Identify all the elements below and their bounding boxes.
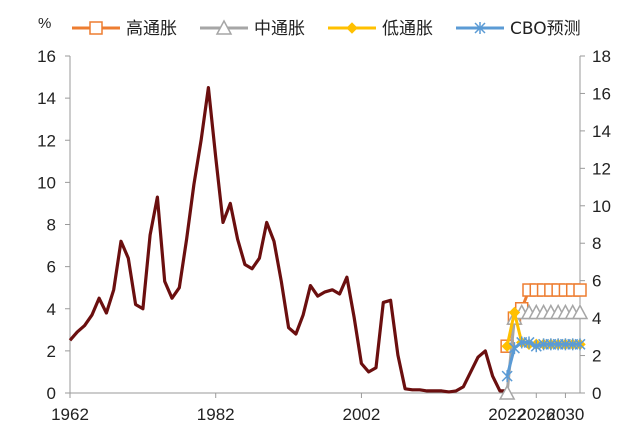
legend-item: CBO预测 bbox=[456, 19, 581, 39]
y-left-tick-label: 4 bbox=[47, 300, 56, 319]
series-point bbox=[498, 384, 516, 400]
series-point bbox=[501, 370, 513, 383]
y-left-tick-label: 10 bbox=[37, 173, 56, 192]
y-left-tick-label: 2 bbox=[47, 342, 56, 361]
axes: 0 2 4 6 8 10 12 14 16 0 2 4 6 8 10 12 14 16 18 1962 1982 2002… bbox=[37, 47, 611, 424]
marker-square bbox=[573, 283, 587, 297]
marker-square bbox=[89, 21, 103, 35]
legend-marker bbox=[89, 21, 103, 35]
legend-item: 低通胀 bbox=[328, 19, 433, 39]
legend-label: 中通胀 bbox=[254, 19, 305, 39]
y-right-tick-label: 2 bbox=[592, 347, 601, 366]
y-left-tick-label: 12 bbox=[37, 131, 56, 150]
y-left-tick-label: 16 bbox=[37, 47, 56, 66]
y-right-tick-label: 6 bbox=[592, 272, 601, 291]
series-point bbox=[508, 306, 521, 319]
x-tick-label: 2022 bbox=[488, 405, 526, 424]
series-point bbox=[574, 338, 586, 351]
y-right-tick-label: 8 bbox=[592, 234, 601, 253]
legend-item: 高通胀 bbox=[72, 19, 177, 39]
y-right-tick-label: 10 bbox=[592, 197, 611, 216]
marker-diamond bbox=[346, 22, 358, 34]
legend-label: CBO预测 bbox=[510, 19, 581, 39]
marker-triangle bbox=[215, 19, 233, 35]
series-point bbox=[508, 342, 520, 355]
series-point bbox=[523, 336, 535, 349]
legend-marker bbox=[346, 22, 358, 34]
legend-item: 中通胀 bbox=[200, 19, 305, 39]
x-tick-label: 2030 bbox=[547, 405, 585, 424]
y-left-tick-label: 8 bbox=[47, 216, 56, 235]
marker-triangle bbox=[498, 384, 516, 400]
y-left-tick-label: 6 bbox=[47, 258, 56, 277]
y-right-tick-label: 14 bbox=[592, 122, 611, 141]
marker-diamond bbox=[508, 306, 521, 319]
legend-marker bbox=[215, 19, 233, 35]
series-layer bbox=[68, 85, 589, 400]
y-right-tick-label: 18 bbox=[592, 47, 611, 66]
y-right-tick-label: 4 bbox=[592, 309, 601, 328]
y-right-tick-label: 16 bbox=[592, 84, 611, 103]
x-tick-label: 1982 bbox=[197, 405, 235, 424]
y-left-tick-label: 0 bbox=[47, 384, 56, 403]
legend-marker bbox=[474, 22, 486, 34]
x-tick-label: 2002 bbox=[343, 405, 381, 424]
x-tick-label: 2026 bbox=[517, 405, 555, 424]
history-line bbox=[68, 85, 508, 394]
series-point bbox=[573, 283, 587, 297]
series-point bbox=[571, 303, 589, 320]
x-tick-label: 1962 bbox=[51, 405, 89, 424]
legend: 高通胀 中通胀 低通胀 CBO预测 bbox=[72, 19, 581, 39]
marker-triangle bbox=[571, 303, 589, 320]
series-point bbox=[530, 340, 542, 353]
y-left-tick-label: 14 bbox=[37, 89, 56, 108]
y-unit-label: % bbox=[38, 15, 51, 32]
legend-label: 低通胀 bbox=[382, 19, 433, 39]
y-right-tick-label: 12 bbox=[592, 159, 611, 178]
y-right-tick-label: 0 bbox=[592, 384, 601, 403]
legend-label: 高通胀 bbox=[126, 19, 177, 39]
